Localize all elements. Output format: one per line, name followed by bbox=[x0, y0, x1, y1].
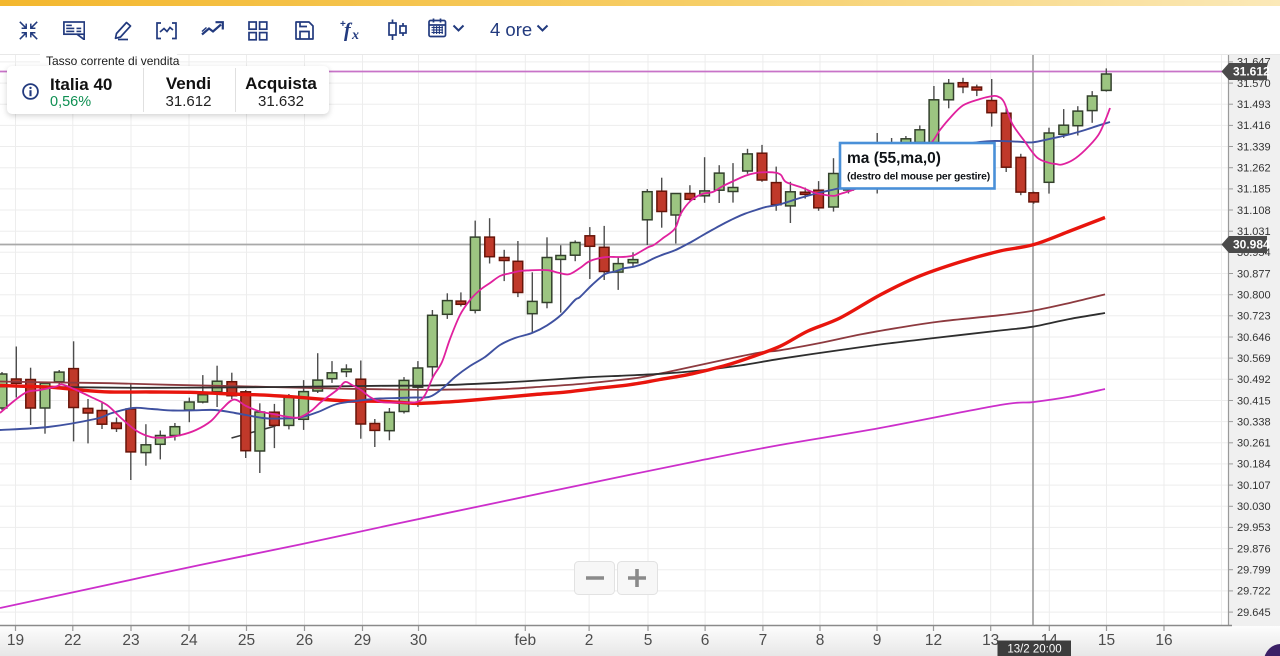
svg-text:30.030: 30.030 bbox=[1237, 501, 1271, 513]
svg-text:8: 8 bbox=[816, 632, 825, 649]
svg-text:30.723: 30.723 bbox=[1237, 311, 1271, 323]
svg-text:29.722: 29.722 bbox=[1237, 586, 1271, 598]
svg-text:31.031: 31.031 bbox=[1237, 226, 1271, 238]
svg-text:30.492: 30.492 bbox=[1237, 374, 1271, 386]
svg-text:31.416: 31.416 bbox=[1237, 120, 1271, 132]
svg-text:30.569: 30.569 bbox=[1237, 353, 1271, 365]
svg-text:feb: feb bbox=[515, 632, 537, 649]
svg-text:31.262: 31.262 bbox=[1237, 163, 1271, 175]
svg-text:x: x bbox=[351, 28, 359, 41]
svg-text:16: 16 bbox=[1155, 632, 1172, 649]
svg-text:30.261: 30.261 bbox=[1237, 438, 1271, 450]
svg-text:19: 19 bbox=[7, 632, 24, 649]
svg-text:12: 12 bbox=[925, 632, 942, 649]
svg-text:25: 25 bbox=[238, 632, 255, 649]
svg-text:29.645: 29.645 bbox=[1237, 607, 1271, 619]
svg-text:13/2 20:00: 13/2 20:00 bbox=[1007, 643, 1061, 655]
svg-text:2: 2 bbox=[585, 632, 594, 649]
svg-text:31.185: 31.185 bbox=[1237, 184, 1271, 196]
svg-text:29.953: 29.953 bbox=[1237, 522, 1271, 534]
svg-text:31.108: 31.108 bbox=[1237, 205, 1271, 217]
svg-text:30.184: 30.184 bbox=[1237, 459, 1271, 471]
svg-text:31.612: 31.612 bbox=[1233, 65, 1270, 79]
svg-text:(destro del mouse per gestire): (destro del mouse per gestire) bbox=[847, 172, 990, 183]
svg-text:7: 7 bbox=[759, 632, 768, 649]
svg-text:f: f bbox=[344, 20, 353, 42]
svg-text:30.877: 30.877 bbox=[1237, 268, 1271, 280]
svg-text:30.646: 30.646 bbox=[1237, 332, 1271, 344]
svg-text:30.338: 30.338 bbox=[1237, 416, 1271, 428]
svg-text:23: 23 bbox=[122, 632, 139, 649]
svg-text:+: + bbox=[340, 19, 346, 30]
svg-text:26: 26 bbox=[296, 632, 313, 649]
svg-text:6: 6 bbox=[701, 632, 710, 649]
svg-text:29: 29 bbox=[354, 632, 371, 649]
svg-text:ma (55,ma,0): ma (55,ma,0) bbox=[847, 150, 941, 167]
svg-text:5: 5 bbox=[644, 632, 653, 649]
svg-text:31.339: 31.339 bbox=[1237, 141, 1271, 153]
svg-text:22: 22 bbox=[64, 632, 81, 649]
svg-text:13: 13 bbox=[982, 632, 999, 649]
svg-text:30.107: 30.107 bbox=[1237, 480, 1271, 492]
svg-text:9: 9 bbox=[873, 632, 882, 649]
svg-text:24: 24 bbox=[180, 632, 198, 649]
svg-text:30.984: 30.984 bbox=[1233, 238, 1270, 252]
svg-text:30.415: 30.415 bbox=[1237, 395, 1271, 407]
svg-text:30.800: 30.800 bbox=[1237, 290, 1271, 302]
svg-text:31.570: 31.570 bbox=[1237, 78, 1271, 90]
svg-text:15: 15 bbox=[1098, 632, 1115, 649]
svg-text:29.876: 29.876 bbox=[1237, 543, 1271, 555]
svg-text:29.799: 29.799 bbox=[1237, 565, 1271, 577]
svg-text:30: 30 bbox=[410, 632, 428, 649]
svg-text:31.493: 31.493 bbox=[1237, 99, 1271, 111]
